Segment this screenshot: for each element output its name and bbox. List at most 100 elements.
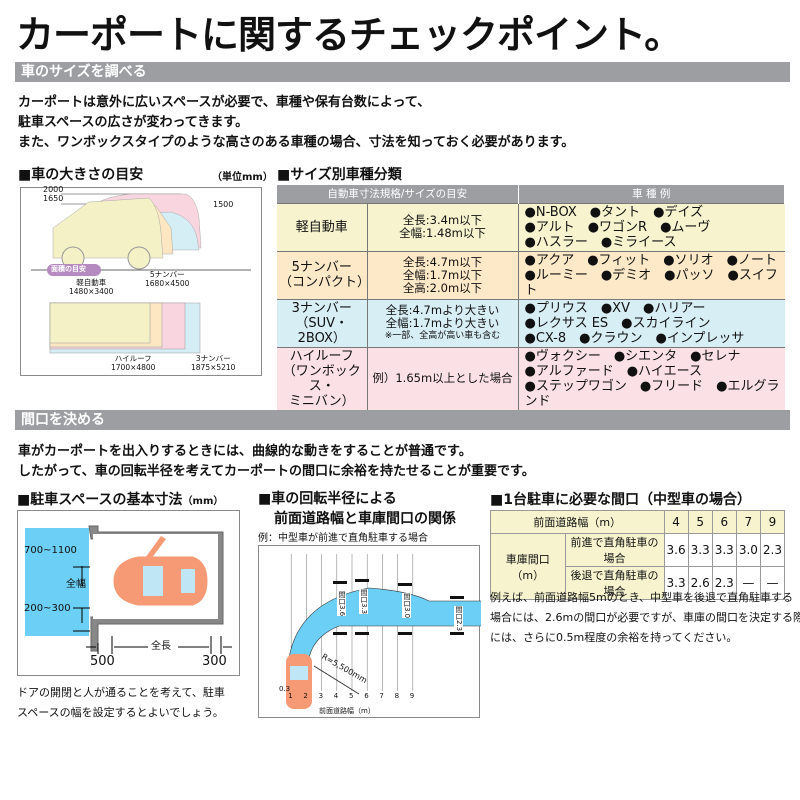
examples-cell: ●プリウス ●XV ●ハリアー ●レクサス ES ●スカイライン ●CX-8 ●クラ…	[518, 298, 785, 347]
cell: 3.3	[663, 566, 689, 600]
text-line: また、ワンボックスタイプのような高さのある車種の場合、寸法を知っておく必要があり…	[18, 135, 575, 150]
axis-tick-label: 3	[318, 692, 324, 700]
name-line: （SUV・2BOX）	[295, 315, 349, 346]
parking-unit: （mm）	[182, 496, 224, 507]
car-windshield	[290, 666, 308, 680]
width-label: 全幅	[66, 579, 86, 590]
three-name: 3ナンバー	[195, 354, 231, 363]
name-cell: 軽自動車	[277, 202, 368, 251]
gate-post	[398, 583, 412, 586]
cell: 3.3	[711, 533, 737, 567]
spec-line: 例）1.65m以上とした場合	[372, 371, 513, 385]
cell: 3.3	[687, 533, 713, 567]
examples-line: ●ルーミー ●デミオ ●パッソ ●スイフト	[524, 267, 778, 298]
car-rear-window	[181, 569, 195, 593]
text-line: したがって、車の回転半径を考えてカーポートの間口に余裕を持たせることが重要です。	[18, 464, 535, 479]
turning-subtitle: 例：中型車が前進で直角駐車する場合	[258, 533, 428, 544]
parking-note: ドアの開閉と人が通ることを考えて、駐車 スペースの幅を設定するとよいでしょう。	[17, 683, 225, 723]
height-labels: 2000 1650	[43, 185, 63, 203]
spec-line: 全幅:1.7m以下	[402, 267, 483, 282]
cell: 2.3	[759, 533, 786, 567]
road-width: 9	[759, 510, 786, 534]
text-line: 車がカーポートを出入りするときには、曲線的な動きをすることが普通です。	[18, 444, 472, 459]
gate-post	[355, 579, 369, 582]
turning-heading-line: 前面道路幅と車庫間口の関係	[274, 511, 456, 527]
high-name: ハイルーフ	[114, 354, 152, 363]
section-bar-car-size: 車のサイズを調べる	[15, 62, 790, 82]
name-cell: 3ナンバー （SUV・2BOX）	[277, 298, 368, 347]
spec-line: ※一部、全高が高い車も含む	[384, 330, 501, 341]
kei-label: 軽自動車 1480×3400	[69, 278, 113, 296]
parking-heading-text: ■駐車スペースの基本寸法	[17, 492, 183, 508]
parking-illustration	[25, 525, 232, 654]
gate-post	[333, 632, 347, 635]
note-line: 場合には、2.6mの間口が必要ですが、車庫の間口を決定する際	[490, 611, 800, 624]
examples-line: ●アクア ●フィット ●ソリオ ●ノート	[524, 252, 777, 268]
high-dim: 1700×4800	[111, 363, 156, 372]
name-line: ハイルーフ	[289, 348, 354, 364]
kei-car-shape	[52, 197, 164, 259]
size-table: 自動車寸法規格/サイズの目安車 種 例 軽自動車 全長:3.4m以下 全幅:1.48…	[277, 185, 785, 411]
height-2000: 2000	[43, 185, 64, 194]
car-windshield	[143, 566, 163, 596]
spec-line: 全長:3.4m以下	[402, 213, 483, 227]
road-width: 5	[687, 510, 713, 534]
note-line: スペースの幅を設定するとよいでしょう。	[17, 706, 224, 719]
note-line: ドアの開閉と人が通ることを考えて、駐車	[17, 686, 225, 699]
highroof-label: ハイルーフ 1700×4800	[111, 354, 155, 372]
side-clearance: 200~300	[24, 603, 71, 614]
spec-line: 全幅:1.48m以下	[399, 226, 486, 240]
five-label: 5ナンバー 1680×4500	[145, 270, 189, 288]
examples-cell: ●アクア ●フィット ●ソリオ ●ノート ●ルーミー ●デミオ ●パッソ ●スイフ…	[518, 250, 785, 299]
five-dim: 1680×4500	[145, 279, 190, 288]
name-cell: 5ナンバー （コンパクト）	[277, 250, 370, 299]
road-width: 6	[711, 510, 737, 534]
name-line: 軽自動車	[295, 219, 348, 235]
examples-cell: ●ヴォクシー ●シエンタ ●セレナ ●アルファード ●ハイエース ●ステップワゴン …	[518, 346, 785, 410]
size-table-heading: ■サイズ別車種分類	[277, 167, 402, 183]
examples-line: ●レクサス ES ●スカイライン	[524, 315, 711, 331]
examples-cell: ●N-BOX ●タント ●デイズ ●アルト ●ワゴンR ●ムーヴ ●ハスラー ●ミラ…	[518, 202, 785, 251]
axis-tick-label: 7	[379, 692, 384, 700]
car-size-illustration	[31, 193, 251, 354]
name-line: ミニバン）	[288, 393, 355, 409]
parking-diagram: 700~1100 全幅 200~300 全長 500 300	[17, 510, 240, 676]
spec-cell: 全長:4.7mより大きい 全幅:1.7mより大きい ※一部、全高が高い車も含む	[367, 298, 519, 347]
turning-heading-line: ■車の回転半径による	[258, 491, 397, 507]
opening-label: 間口3.3	[359, 589, 368, 615]
road-width: 7	[735, 510, 761, 534]
cell: 3.6	[663, 533, 689, 567]
examples-line: ●CX-8 ●クラウン ●インプレッサ	[524, 330, 745, 346]
note-line: 例えば、前面道路幅5mのとき、中型車を後退で直角駐車する	[490, 591, 793, 604]
unit-label: （単位mm）	[212, 172, 273, 183]
table-row: ハイルーフ （ワンボックス・ ミニバン） 例）1.65m以上とした場合 ●ヴォクシー ●…	[277, 346, 785, 410]
examples-line: ●プリウス ●XV ●ハリアー	[524, 300, 706, 316]
area-badge-bg	[47, 264, 101, 276]
note-line: には、さらに0.5m程度の余裕を持ってください。	[490, 631, 738, 644]
gate-post	[450, 596, 464, 599]
offset-label: 0.3	[279, 685, 291, 693]
spec-line: 全高:2.0m以下	[402, 280, 483, 295]
kei-dim: 1480×3400	[69, 287, 114, 296]
opening-group-label: 車庫間口（m）	[490, 533, 566, 600]
opening-intro: 車がカーポートを出入りするときには、曲線的な動きをすることが普通です。 したがっ…	[18, 442, 535, 482]
table-row: 3ナンバー （SUV・2BOX） 全長:4.7mより大きい 全幅:1.7mより大きい ※…	[277, 298, 785, 347]
opening-note: 例えば、前面道路幅5mのとき、中型車を後退で直角駐車する 場合には、2.6mの間口…	[490, 588, 800, 648]
spec-cell: 全長:4.7m以下 全幅:1.7m以下 全高:2.0m以下	[367, 250, 519, 299]
examples-line: ●ステップワゴン ●フリード ●エルグランド	[524, 378, 780, 409]
parking-heading: ■駐車スペースの基本寸法（mm）	[17, 489, 223, 509]
row-label: 前進で直角駐車の場合	[564, 533, 665, 567]
car-size-diagram: 2000 1650 1500 面積の目安 軽自動車 1480×3400 5ナンバー 1…	[20, 185, 262, 376]
axis-tick-label: 2	[303, 692, 308, 700]
axis-label: 前面道路幅（m）	[319, 707, 375, 715]
five-name: 5ナンバー	[149, 270, 185, 279]
radius-line	[313, 665, 360, 695]
table-row: 5ナンバー （コンパクト） 全長:4.7m以下 全幅:1.7m以下 全高:2.0m以下 ●…	[277, 250, 785, 299]
cell: 3.0	[735, 533, 761, 567]
car-size-heading: ■車の大きさの目安	[18, 167, 144, 183]
axis-tick-label: 9	[409, 692, 415, 700]
header-spec: 自動車寸法規格/サイズの目安	[277, 185, 519, 203]
length-label: 全長	[151, 641, 171, 652]
